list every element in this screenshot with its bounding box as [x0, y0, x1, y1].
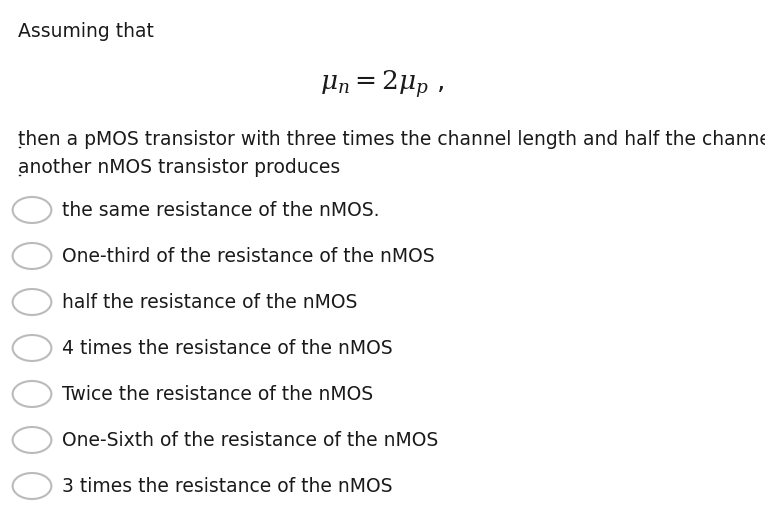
Text: another nMOS transistor produces: another nMOS transistor produces: [18, 158, 340, 177]
Text: Twice the resistance of the nMOS: Twice the resistance of the nMOS: [62, 385, 373, 404]
Text: $\mu_n = 2\mu_p\ $,: $\mu_n = 2\mu_p\ $,: [321, 68, 444, 100]
Text: half the resistance of the nMOS: half the resistance of the nMOS: [62, 292, 357, 311]
Text: then a pMOS transistor with three times the channel length and half the channel : then a pMOS transistor with three times …: [18, 130, 765, 149]
Text: 3 times the resistance of the nMOS: 3 times the resistance of the nMOS: [62, 477, 392, 496]
Text: the same resistance of the nMOS.: the same resistance of the nMOS.: [62, 201, 379, 220]
Text: One-third of the resistance of the nMOS: One-third of the resistance of the nMOS: [62, 247, 435, 266]
Text: Assuming that: Assuming that: [18, 22, 154, 41]
Text: 4 times the resistance of the nMOS: 4 times the resistance of the nMOS: [62, 339, 392, 358]
Text: One-Sixth of the resistance of the nMOS: One-Sixth of the resistance of the nMOS: [62, 430, 438, 449]
